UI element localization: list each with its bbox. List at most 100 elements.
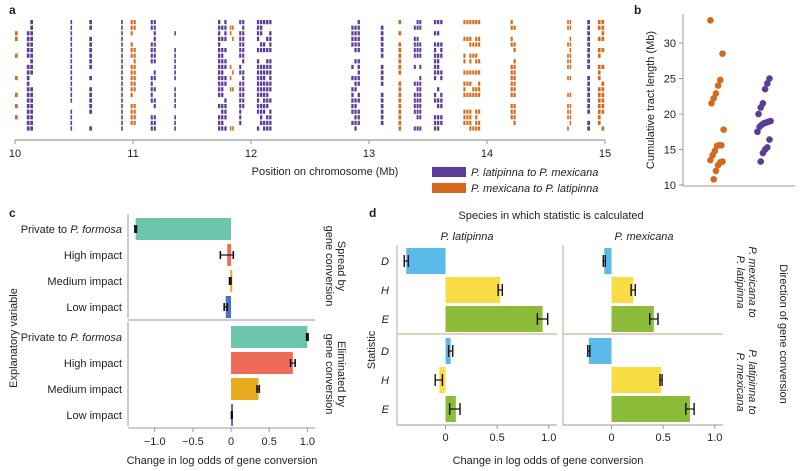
tract-segment: [130, 48, 133, 53]
tract-segment: [567, 25, 569, 30]
tract-segment: [597, 20, 601, 25]
tract-segment: [266, 87, 269, 92]
tract-segment: [150, 20, 153, 25]
tract-segment: [242, 87, 245, 92]
tract-segment: [597, 53, 601, 58]
tract-segment: [221, 36, 224, 41]
tract-segment: [513, 81, 516, 86]
panel-d-column-label-latipinna: P. latipinna: [440, 231, 493, 243]
tract-segment: [413, 64, 416, 69]
tract-segment: [597, 92, 601, 97]
tract-segment: [224, 104, 227, 109]
tract-segment: [380, 104, 384, 109]
tract-segment: [357, 98, 360, 103]
tract-segment: [433, 20, 437, 25]
tract-segment: [269, 48, 272, 53]
tract-segment: [419, 98, 422, 103]
tract-segment: [433, 126, 437, 131]
tract-segment: [256, 36, 260, 41]
scatter-point: [756, 123, 763, 131]
tract-segment: [218, 20, 221, 25]
tract-segment: [260, 92, 263, 97]
scatter-point: [710, 176, 717, 183]
tract-segment: [380, 64, 384, 69]
tract-segment: [569, 109, 572, 114]
tract-segment: [153, 42, 156, 47]
tract-segment: [239, 104, 242, 109]
tract-segment: [30, 70, 33, 75]
tract-segment: [221, 48, 224, 53]
tract-segment: [475, 92, 478, 97]
tract-segment: [256, 81, 260, 86]
tract-segment: [153, 20, 156, 25]
scatter-point: [714, 161, 722, 169]
tract-segment: [221, 109, 224, 114]
tract-segment: [463, 92, 466, 97]
panel-letter-a: a: [9, 3, 16, 17]
tract-segment: [121, 81, 123, 86]
panel-d-row1-label-line1: P. mexicana to: [746, 246, 758, 317]
tract-segment: [256, 20, 260, 25]
tract-segment: [437, 53, 440, 58]
tract-segment: [433, 31, 437, 36]
scatter-point: [720, 126, 727, 133]
tract-segment: [478, 87, 481, 92]
tract-segment: [437, 20, 440, 25]
tract-segment: [218, 48, 221, 53]
tract-segment: [466, 81, 469, 86]
tract-segment: [513, 42, 516, 47]
tract-segment: [437, 98, 440, 103]
panel-c-facet2-label-line1: Eliminated by: [335, 341, 347, 408]
tract-segment: [260, 70, 263, 75]
tract-segment: [239, 64, 242, 69]
tract-segment: [357, 92, 360, 97]
scatter-point: [757, 158, 764, 165]
panel-b-points: [707, 16, 774, 183]
tract-segment: [239, 98, 242, 103]
bar: [588, 338, 612, 364]
bar: [604, 248, 612, 274]
tract-segment: [218, 25, 221, 30]
tract-segment: [150, 87, 153, 92]
tract-segment: [601, 126, 605, 131]
bar: [611, 306, 654, 332]
tract-segment: [130, 76, 133, 81]
tract-segment: [269, 115, 272, 120]
panel-d-row2-label-line1: P. latipinna to: [746, 349, 758, 414]
x-tick-label: 12: [245, 148, 257, 160]
panel-c-bars: Private to P. formosa High impact Medium i…: [21, 214, 315, 448]
tract-segment: [26, 87, 30, 92]
tract-segment: [224, 59, 227, 64]
tract-segment: [232, 25, 234, 30]
tract-segment: [260, 76, 263, 81]
tract-segment: [174, 76, 176, 81]
tract-segment: [174, 53, 176, 58]
tract-segment: [354, 76, 357, 81]
tract-segment: [269, 42, 272, 47]
tract-segment: [269, 59, 272, 64]
bar: [611, 367, 662, 393]
tract-segment: [242, 48, 245, 53]
tract-segment: [440, 70, 443, 75]
tract-segment: [121, 109, 123, 114]
tract-segment: [70, 25, 73, 30]
tract-segment: [224, 98, 227, 103]
tract-segment: [263, 126, 266, 131]
tract-segment: [133, 25, 136, 30]
tract-segment: [587, 48, 590, 53]
tract-segment: [357, 48, 360, 53]
tract-segment: [398, 109, 402, 114]
tract-segment: [398, 87, 402, 92]
tract-segment: [133, 64, 136, 69]
category-label: Medium impact: [47, 384, 122, 396]
tract-segment: [133, 109, 136, 114]
tract-segment: [30, 31, 33, 36]
tract-segment: [224, 31, 227, 36]
tract-segment: [70, 120, 73, 125]
tract-segment: [121, 92, 123, 97]
tract-segment: [263, 92, 266, 97]
tract-segment: [567, 126, 569, 131]
y-tick-label: 15: [664, 145, 676, 157]
tract-segment: [221, 64, 224, 69]
tract-segment: [269, 20, 272, 25]
